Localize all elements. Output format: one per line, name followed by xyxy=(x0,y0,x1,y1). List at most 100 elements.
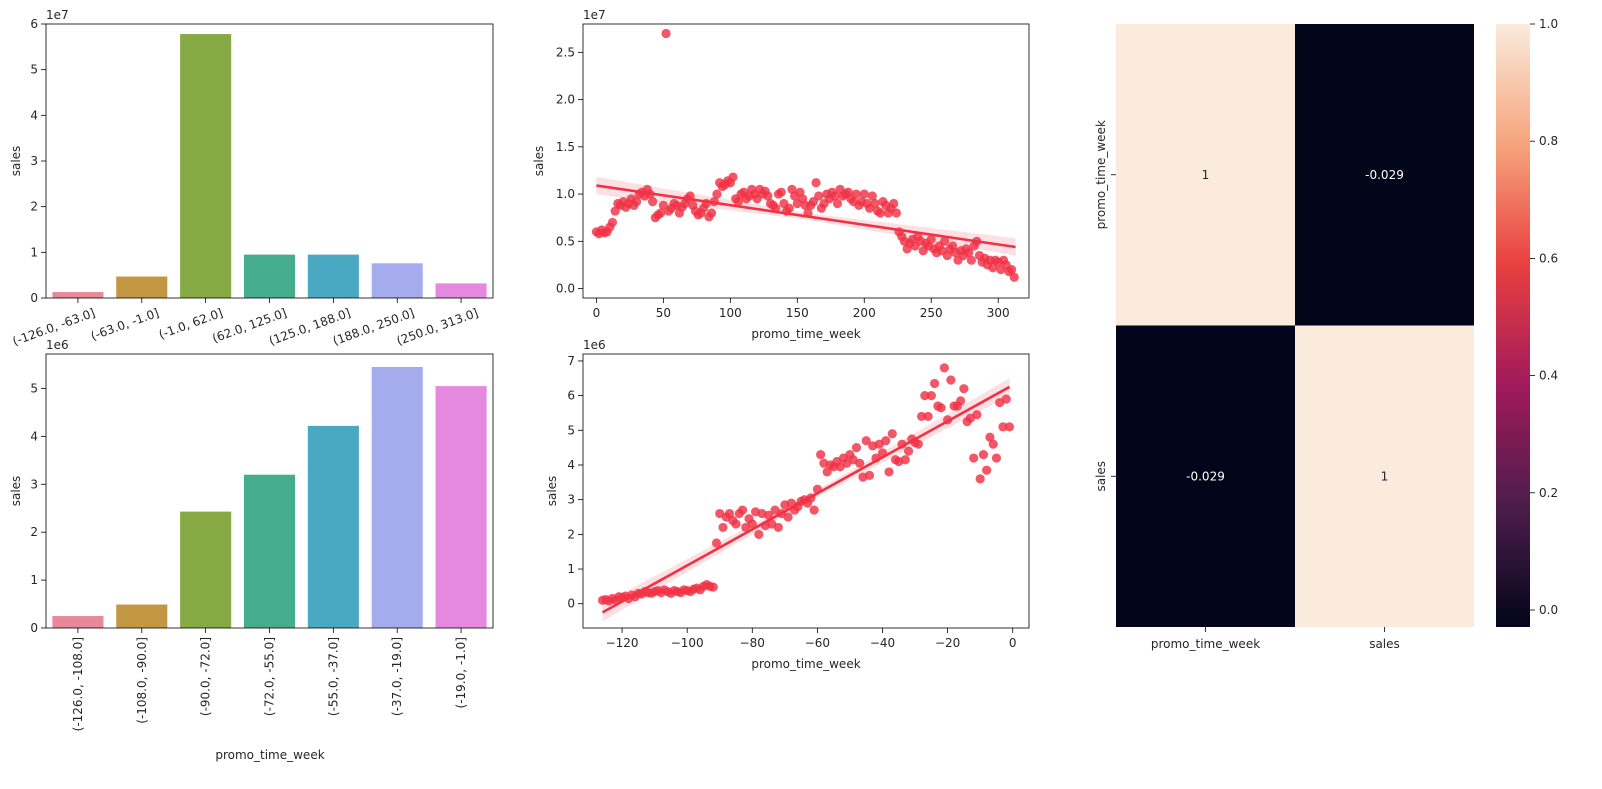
bar-chart-bottom: 0 1 2 3 4 5 (-126.0, -108.0] (-108.0, -90.0] (-9… xyxy=(9,338,494,762)
y-tick-label: 0 xyxy=(567,597,575,611)
y-tick-label: 7 xyxy=(567,354,575,368)
x-tick-label: (-90.0, -72.0] xyxy=(199,637,213,716)
scatter-point xyxy=(959,384,969,394)
y-tick-label: 1 xyxy=(567,562,575,576)
scatter-point xyxy=(913,439,923,449)
correlation-heatmap: 1 -0.029-0.029 1 promo_time_week salespromo… xyxy=(1094,17,1558,651)
scatter-point xyxy=(975,474,985,484)
bar xyxy=(52,616,104,628)
heatmap-cell xyxy=(1295,24,1474,326)
scatter-point xyxy=(940,236,950,246)
scatter-point xyxy=(1004,422,1015,432)
regression-line xyxy=(601,385,1011,614)
y-tick-label: 2 xyxy=(567,527,575,541)
x-tick-label: (-108.0, -90.0] xyxy=(135,637,149,724)
scatter-point xyxy=(656,208,666,218)
x-tick-label: −40 xyxy=(870,636,895,650)
scatter-point xyxy=(737,505,748,515)
bar xyxy=(116,604,168,628)
scatter-point xyxy=(814,191,824,201)
bar xyxy=(371,263,423,298)
y-tick-label: 2.0 xyxy=(556,93,575,107)
y-tick-label: 2 xyxy=(30,525,38,539)
heatmap-cell xyxy=(1295,325,1474,627)
heatmap-cells: 1 -0.029 -0.029 1 xyxy=(1116,24,1474,627)
y-tick-label: 0 xyxy=(30,291,38,305)
scatter-point xyxy=(776,187,786,197)
scatter-point xyxy=(875,208,885,218)
x-tick-label: 100 xyxy=(719,306,742,320)
y-tick-label: 0 xyxy=(30,621,38,635)
x-tick-label: −80 xyxy=(740,636,765,650)
scatter-point xyxy=(711,538,722,548)
bar xyxy=(307,425,359,628)
y-tick-label: 2 xyxy=(30,200,38,214)
bar xyxy=(180,511,232,628)
colorbar-tick-label: 1.0 xyxy=(1539,17,1558,31)
x-tick-label: 0 xyxy=(1009,636,1017,650)
y-tick-label: 0.5 xyxy=(556,234,575,248)
colorbar-ticks: 0.0 0.2 0.4 0.6 0.8 1.0 xyxy=(1530,17,1558,617)
colorbar-tick-label: 0.2 xyxy=(1539,486,1558,500)
x-tick-label: (-126.0, -108.0] xyxy=(71,637,85,731)
x-tick-label: 300 xyxy=(987,306,1010,320)
scatter-point xyxy=(864,470,875,480)
scatter-point xyxy=(998,422,1008,432)
scatter-point xyxy=(916,411,927,422)
cell-annotation: -0.029 xyxy=(1365,168,1404,182)
scatter-point xyxy=(648,197,658,207)
regression-line xyxy=(596,184,1016,249)
scatter-point xyxy=(855,458,865,468)
x-tick-label: 250 xyxy=(920,306,943,320)
y-axis-label: sales xyxy=(9,476,23,507)
x-tick-label: 0 xyxy=(593,306,601,320)
scatter-point xyxy=(988,439,998,449)
scatter-point xyxy=(731,519,741,529)
scatter-point xyxy=(939,363,949,373)
y-tick-label: 4 xyxy=(567,458,575,472)
scatter-point xyxy=(936,403,946,413)
scatter-point xyxy=(724,508,735,519)
y-tick-label: 1 xyxy=(30,245,38,259)
y-tick-label: 5 xyxy=(30,63,38,77)
scatter-point xyxy=(822,467,832,477)
scatter-point xyxy=(851,189,861,199)
offset-label: 1e6 xyxy=(583,338,606,352)
tick-group: −120 −100 −80 −60 −40 −20 0 0 1 2 3 4 5 6 7 xyxy=(567,354,1016,650)
scatter-point xyxy=(1009,272,1019,282)
x-tick-label: 200 xyxy=(853,306,876,320)
axes-frame xyxy=(582,23,1030,299)
scatter-point xyxy=(763,510,774,520)
scatter-point xyxy=(728,172,738,182)
scatter-point xyxy=(926,234,936,245)
scatter-point xyxy=(1006,265,1017,275)
y-tick-label: 6 xyxy=(30,17,38,31)
scatter-point xyxy=(784,203,794,213)
y-axis-label: sales xyxy=(545,476,559,507)
y-tick-label: 3 xyxy=(30,477,38,491)
bar xyxy=(435,283,487,298)
scatter-point xyxy=(661,28,671,39)
scatter-point xyxy=(773,522,783,533)
x-tick-label: −120 xyxy=(606,636,639,650)
scatter-point xyxy=(946,375,956,385)
offset-label: 1e6 xyxy=(46,338,69,352)
y-tick-label: 2.5 xyxy=(556,45,575,59)
scatter-point xyxy=(903,446,914,456)
scatter-point xyxy=(969,453,979,463)
colorbar-tick-label: 0.0 xyxy=(1539,603,1558,617)
bar xyxy=(243,474,296,628)
scatter-point xyxy=(809,505,819,515)
scatter-point xyxy=(708,582,718,592)
scatter-point xyxy=(926,391,936,401)
heatmap-cell xyxy=(1116,24,1295,326)
x-tick-label: (-72.0, -55.0] xyxy=(263,637,277,716)
scatter-point xyxy=(900,455,910,465)
x-tick-label: −20 xyxy=(935,636,960,650)
y-tick-label: 3 xyxy=(30,154,38,168)
colorbar-tick-label: 0.4 xyxy=(1539,369,1558,383)
scatter-point xyxy=(972,410,982,420)
scatter-point xyxy=(733,197,743,207)
